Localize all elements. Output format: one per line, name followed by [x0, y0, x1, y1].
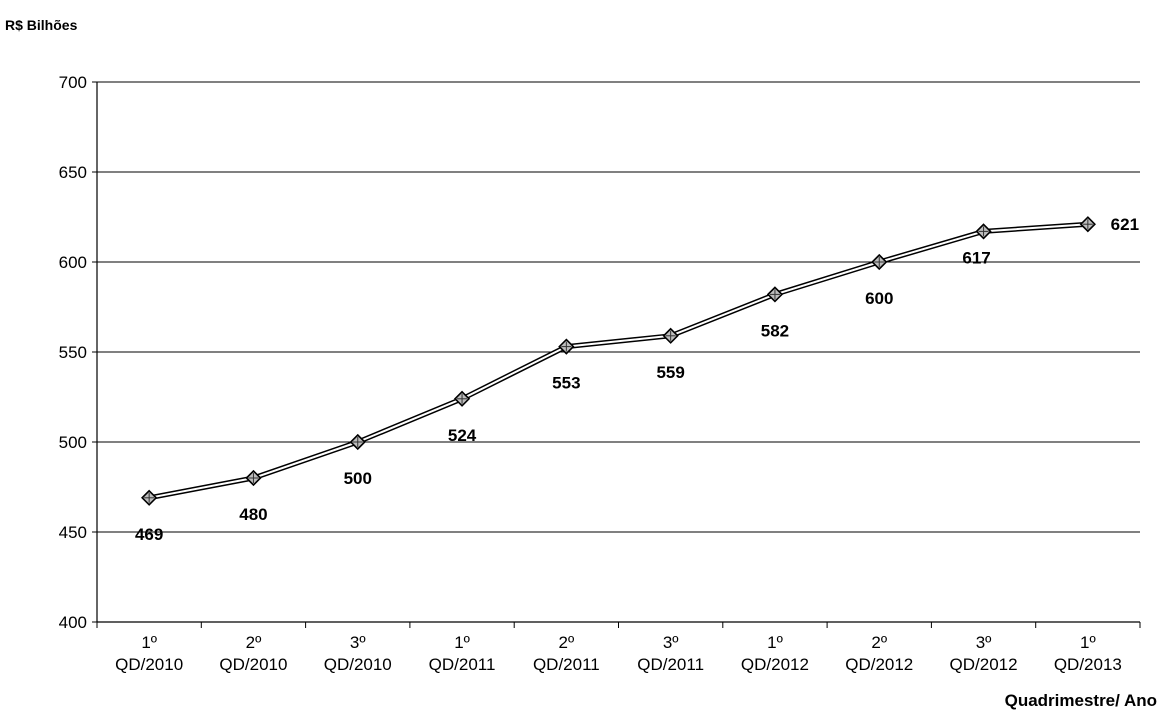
data-label-5: 559: [656, 363, 684, 382]
data-point-8: [975, 223, 992, 240]
data-label-9: 621: [1111, 215, 1139, 234]
data-label-2: 500: [344, 469, 372, 488]
data-point-6: [766, 286, 784, 303]
y-tick-label-700: 700: [59, 73, 87, 92]
data-point-1: [245, 469, 262, 487]
x-tick-label-9: 1º QD/2013: [1054, 633, 1122, 674]
y-tick-labels: 400 450 500 550 600 650 700: [59, 73, 87, 632]
gridlines: [97, 81, 1140, 533]
data-label-6: 582: [761, 321, 789, 340]
data-point-2: [349, 433, 366, 451]
data-series: [148, 221, 1089, 501]
data-label-7: 600: [865, 289, 893, 308]
series-line: [148, 221, 1089, 501]
x-tick-label-8: 3º QD/2012: [950, 633, 1018, 674]
data-markers: [141, 216, 1096, 506]
y-tick-label-500: 500: [59, 433, 87, 452]
x-tick-label-1: 2º QD/2010: [219, 633, 287, 674]
data-label-3: 524: [448, 426, 477, 445]
y-tick-label-450: 450: [59, 523, 87, 542]
data-label-8: 617: [962, 248, 990, 267]
data-point-9: [1079, 216, 1096, 233]
data-point-4: [558, 338, 575, 355]
data-point-7: [871, 253, 888, 271]
y-tick-label-550: 550: [59, 343, 87, 362]
y-tick-label-600: 600: [59, 253, 87, 272]
x-tick-label-4: 2º QD/2011: [533, 633, 600, 674]
data-label-1: 480: [239, 505, 267, 524]
x-tick-label-0: 1º QD/2010: [115, 633, 183, 674]
data-point-3: [453, 390, 471, 407]
series-line-inner: [148, 223, 1088, 499]
axes: [92, 81, 1141, 628]
data-label-4: 553: [552, 374, 580, 393]
x-tick-label-7: 2º QD/2012: [845, 633, 913, 674]
y-axis-unit-label: R$ Bilhões: [5, 17, 78, 33]
x-tick-label-6: 1º QD/2012: [741, 633, 809, 674]
x-axis-title: Quadrimestre/ Ano: [1005, 691, 1157, 710]
x-tick-label-2: 3º QD/2010: [324, 633, 392, 674]
x-tick-label-3: 1º QD/2011: [429, 633, 496, 674]
data-point-0: [141, 489, 158, 506]
y-tick-label-400: 400: [59, 613, 87, 632]
data-labels: 469 480 500 524 553 559 582 600 617 621: [135, 215, 1139, 544]
x-tick-label-5: 3º QD/2011: [637, 633, 704, 674]
data-label-0: 469: [135, 525, 163, 544]
y-tick-label-650: 650: [59, 163, 87, 182]
data-point-5: [662, 327, 679, 344]
x-tick-labels: 1º QD/2010 2º QD/2010 3º QD/2010 1º QD/2011 2º QD…: [115, 633, 1122, 674]
